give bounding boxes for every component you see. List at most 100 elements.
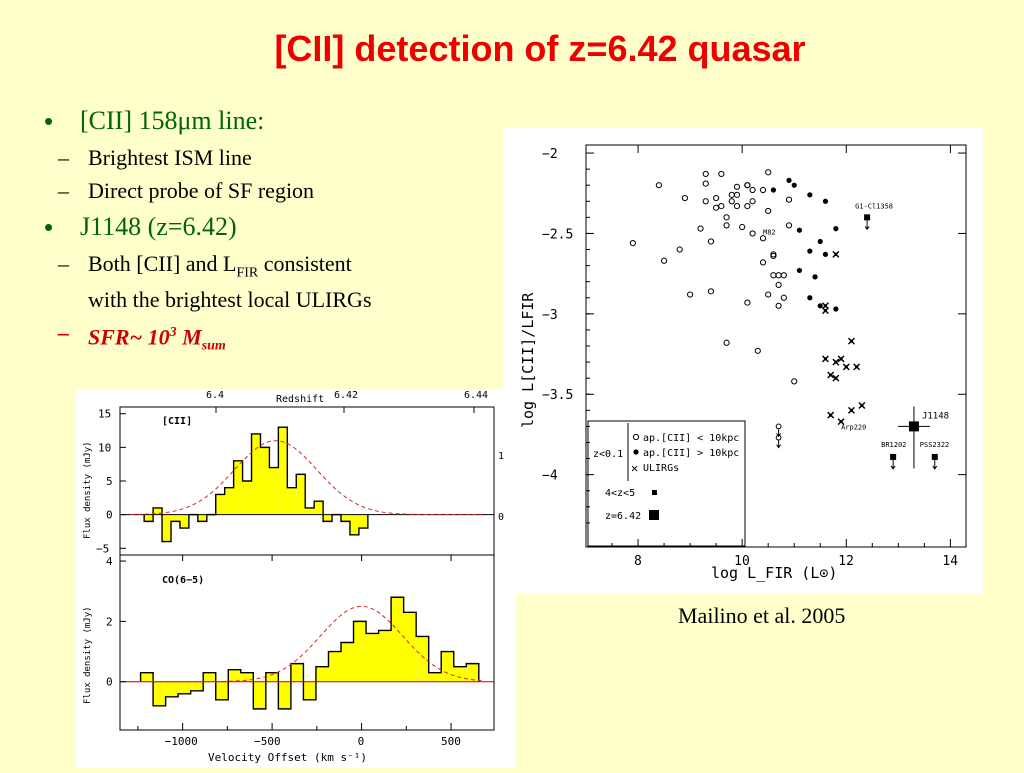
y-tick-label: −2	[542, 147, 558, 162]
ulirg-point-core	[823, 357, 828, 361]
open-point	[739, 223, 746, 231]
cii-y-tick-label: 10	[98, 441, 111, 454]
cii-frame	[119, 406, 495, 556]
ulirg-point-core	[834, 252, 838, 256]
scatter-frame	[585, 144, 967, 548]
x-tick-label: 10	[734, 554, 750, 569]
sub2-sub: FIR	[236, 265, 259, 281]
ulirg-point-core	[823, 304, 828, 308]
midz-arrow	[890, 459, 896, 470]
ulirg-point-core	[849, 408, 854, 412]
open-point	[655, 182, 662, 189]
bullet-j1148: • J1148 (z=6.42)	[44, 212, 237, 242]
open-point	[759, 186, 767, 194]
ulirg-point-core	[834, 376, 838, 380]
legend-box	[587, 420, 746, 547]
flux-bin	[453, 666, 467, 682]
y-tick-label: −3.5	[542, 388, 573, 403]
legend-filled-marker	[633, 449, 639, 455]
flux-bin	[358, 514, 368, 529]
midz-arrow	[864, 220, 870, 231]
velocity-tick-label: 0	[358, 735, 365, 748]
sub2-a: Both [CII] and L	[88, 251, 237, 276]
co-panel-title: CO(6−5)	[162, 575, 204, 586]
z-tick-3: 6.44	[464, 390, 488, 401]
bullet-list: • [CII] 158μm line: – Brightest ISM line –…	[44, 104, 514, 366]
ulirg-point-core	[855, 365, 859, 369]
open-point	[785, 222, 793, 229]
bullet-cii-line: • [CII] 158μm line:	[44, 106, 265, 136]
legend-ulirg: ULIRGs	[643, 463, 679, 474]
open-point	[775, 302, 782, 309]
filled-point	[833, 306, 839, 312]
scatter-chart: 8 10 12 14 −2 −2.5 −3 −3.5 −4 G1-Cl1358 M82 Arp220…	[519, 144, 967, 582]
ulirg-point-core	[839, 357, 843, 361]
open-point	[775, 272, 782, 279]
midz-point	[890, 453, 897, 460]
scatter-ylabel: log L[CII]/LFIR	[519, 292, 537, 428]
flux-bin	[178, 681, 191, 694]
flux-bin	[278, 681, 291, 709]
flux-bin	[287, 487, 297, 515]
sub-bullet-sfr: – SFR~ 103 Msum	[58, 320, 226, 355]
legend-midz-marker	[652, 490, 657, 495]
open-point	[744, 203, 751, 210]
cii-y-tick-label: 0	[106, 509, 113, 522]
midz-arrow	[932, 459, 938, 470]
co-ylabel: Flux density (mJy)	[83, 606, 93, 704]
open-point	[676, 246, 683, 253]
open-point	[770, 272, 777, 279]
flux-bin	[269, 467, 279, 515]
flux-histogram	[143, 426, 369, 543]
right-tick-1: 1	[498, 451, 504, 462]
co-y-tick-label: 2	[106, 615, 113, 628]
flux-bin	[215, 681, 229, 700]
open-point	[775, 281, 782, 288]
legend-open-marker	[632, 433, 640, 441]
ulirg-point-core	[823, 309, 828, 313]
flux-bin	[378, 630, 392, 682]
y-tick-label: −2.5	[542, 227, 573, 242]
open-point	[718, 170, 725, 178]
open-point	[780, 294, 787, 301]
sfr-sup: 3	[169, 325, 177, 341]
open-point	[733, 203, 741, 210]
flux-bin	[296, 474, 306, 515]
x-tick-label: 8	[634, 554, 642, 569]
open-point	[733, 183, 741, 190]
y-tick-label: −4	[542, 469, 558, 484]
open-point	[718, 203, 725, 210]
filled-point	[786, 177, 792, 183]
flux-bin	[144, 514, 154, 522]
flux-histogram	[139, 596, 480, 710]
gaussian-fit	[130, 605, 482, 683]
flux-bin	[215, 494, 225, 515]
z-tick-1: 6.4	[206, 390, 224, 401]
filled-point	[822, 251, 829, 257]
open-point	[728, 198, 735, 205]
flux-bin	[162, 514, 171, 542]
j1148-point	[908, 421, 919, 432]
open-point	[681, 194, 689, 202]
citation: Mailino et al. 2005	[678, 603, 846, 628]
ulirg-point-core	[860, 403, 864, 408]
open-point	[702, 198, 709, 205]
bullet-j1148-text: J1148 (z=6.42)	[80, 212, 237, 241]
flux-bin	[323, 514, 333, 522]
legend-open: ap.[CII] < 10kpc	[643, 433, 739, 444]
flux-bin	[240, 672, 254, 682]
open-point	[754, 347, 761, 354]
cii-y-tick-label: 15	[98, 408, 111, 421]
cii-panel-title: [CII]	[162, 416, 192, 427]
filled-point	[807, 295, 813, 301]
midz-point	[931, 453, 938, 460]
open-point	[733, 191, 741, 198]
open-point	[765, 291, 772, 298]
x-tick-label: 14	[942, 554, 958, 569]
flux-bin	[290, 663, 304, 682]
sub-bullet-brightest-text: Brightest ISM line	[88, 145, 252, 170]
filled-point	[812, 274, 818, 280]
flux-bin	[416, 636, 429, 682]
filled-point	[770, 187, 776, 193]
